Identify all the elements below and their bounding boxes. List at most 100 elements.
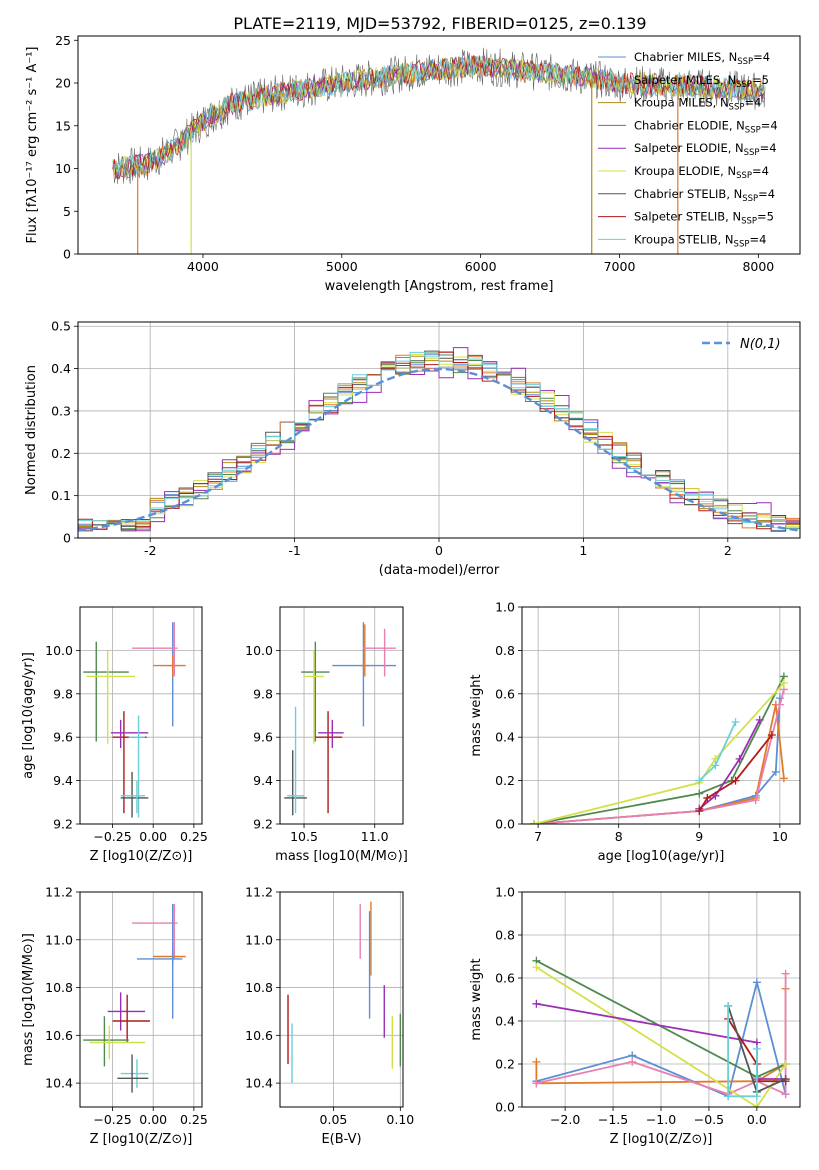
- age_weight-series-chabrier_miles: [534, 698, 781, 824]
- spectrum-legend-label: Salpeter STELIB, NSSP=5: [634, 210, 774, 227]
- Z_weight-ylabel: mass weight: [469, 958, 484, 1040]
- Z_weight-ytick-label: 0.2: [495, 1057, 515, 1072]
- Z_weight-xtick-label: −1.0: [646, 1112, 676, 1127]
- Z_weight-marker: [752, 978, 761, 987]
- ebv_mass-xlabel: E(B-V): [321, 1132, 361, 1147]
- residuals-ytick-label: 0.2: [51, 446, 71, 461]
- spectrum-xtick-label: 4000: [187, 259, 219, 274]
- age_weight-ytick-label: 0.4: [495, 730, 515, 745]
- Z_age-xlabel: Z [log10(Z/Z⊙)]: [90, 849, 193, 864]
- age_weight-xtick-label: 7: [534, 829, 542, 844]
- Z_weight-xtick-label: −2.0: [550, 1112, 580, 1127]
- age_weight-marker: [767, 731, 776, 740]
- Z_age-ylabel: age [log10(age/yr)]: [21, 652, 36, 779]
- Z_weight-ytick-label: 0.4: [495, 1014, 515, 1029]
- Z_weight-marker: [752, 1044, 761, 1053]
- residual-histogram-chabrier_stelib: [78, 350, 800, 532]
- residuals-ytick-label: 0: [63, 531, 71, 546]
- Z_age-plot-area: [80, 607, 202, 824]
- Z_age-xtick-label: 0.25: [180, 829, 208, 844]
- age_weight-marker: [735, 754, 744, 763]
- mass_age-ytick-label: 9.2: [253, 817, 273, 832]
- mass_age-ytick-label: 9.8: [253, 686, 273, 701]
- residuals-xtick-label: 2: [724, 543, 732, 558]
- age_weight-frame: [521, 606, 801, 825]
- spectrum-legend-label: Kroupa STELIB, NSSP=4: [634, 232, 766, 249]
- Z_weight-ytick-label: 1.0: [495, 885, 515, 900]
- Z_age-ytick-label: 9.6: [53, 730, 73, 745]
- spectrum-legend-label: Chabrier STELIB, NSSP=4: [634, 187, 775, 204]
- mass_age-ytick-label: 10.0: [245, 643, 273, 658]
- spectrum-xtick-label: 5000: [326, 259, 358, 274]
- Z_age-ytick-label: 10.0: [45, 643, 73, 658]
- spectrum-ytick-label: 15: [55, 118, 71, 133]
- Z_weight-marker: [781, 1075, 790, 1084]
- spectrum-ylabel: Flux [fλ10⁻¹⁷ erg cm⁻² s⁻¹ A⁻¹]: [25, 47, 40, 244]
- ebv_mass-ytick-label: 10.6: [245, 1028, 273, 1043]
- residuals-xtick-label: 0: [435, 543, 443, 558]
- age_weight-marker: [771, 767, 780, 776]
- spectrum-ytick-label: 10: [55, 161, 71, 176]
- residuals-ylabel: Normed distribution: [24, 365, 39, 495]
- age_weight-series-chabrier_elodie: [533, 675, 785, 824]
- Z_weight-frame: [521, 891, 801, 1108]
- Z_weight-marker: [724, 1092, 733, 1101]
- ebv_mass-plot-area: [280, 892, 403, 1107]
- Z_age-ytick-label: 9.8: [53, 686, 73, 701]
- Z_weight-plot-area: [522, 892, 800, 1107]
- Z_weight-series-kroupa_stelib: [727, 1006, 758, 1098]
- age_weight-ylabel: mass weight: [469, 674, 484, 756]
- age_weight-marker: [731, 718, 740, 727]
- Z_weight-xtick-label: −0.5: [694, 1112, 724, 1127]
- age_weight-xtick-label: 10: [772, 829, 788, 844]
- spectrum-xtick-label: 8000: [742, 259, 774, 274]
- Z_weight-series-pink: [536, 973, 787, 1096]
- spectrum-legend-label: Kroupa ELODIE, NSSP=4: [634, 164, 769, 181]
- ebv_mass-ytick-label: 11.2: [245, 885, 273, 900]
- age_weight-series-salpeter_miles: [534, 704, 785, 824]
- figure-title: PLATE=2119, MJD=53792, FIBERID=0125, z=0…: [233, 14, 646, 33]
- mass_age-ytick-label: 9.4: [253, 773, 273, 788]
- age_weight-marker: [695, 776, 704, 785]
- age_weight-ytick-label: 0.0: [495, 817, 515, 832]
- age_weight-xlabel: age [log10(age/yr)]: [598, 849, 725, 864]
- age_weight-ytick-label: 0.2: [495, 773, 515, 788]
- Z_mass-xlabel: Z [log10(Z/Z⊙)]: [90, 1132, 193, 1147]
- age_weight-marker: [530, 820, 539, 824]
- age_weight-marker: [711, 761, 720, 770]
- age_weight-ytick-label: 0.8: [495, 643, 515, 658]
- age_weight-xtick-label: 9: [695, 829, 703, 844]
- mass_age-xlabel: mass [log10(M/M⊙)]: [275, 849, 408, 864]
- age_weight-marker: [695, 789, 704, 798]
- spectrum-plot-area: [112, 47, 766, 254]
- gaussian-curve: [78, 367, 800, 532]
- age_weight-marker: [755, 715, 764, 724]
- residual-histogram-salpeter_elodie: [78, 347, 800, 532]
- age_weight-marker: [695, 806, 704, 815]
- spectrum-legend-label: Salpeter ELODIE, NSSP=4: [634, 141, 777, 158]
- spectrum-series-salpeter_elodie: [112, 55, 765, 179]
- spectrum-xlabel: wavelength [Angstrom, rest frame]: [325, 279, 554, 294]
- Z_weight-xtick-label: −1.5: [598, 1112, 628, 1127]
- residuals-plot-area: [78, 322, 800, 538]
- spectrum-series-kroupa_stelib: [112, 55, 765, 178]
- Z_weight-ytick-label: 0.0: [495, 1100, 515, 1115]
- age_weight-marker: [775, 700, 784, 709]
- spectrum-xtick-label: 6000: [465, 259, 497, 274]
- Z_weight-marker: [781, 1060, 790, 1068]
- Z_age-ytick-label: 9.4: [53, 773, 73, 788]
- residuals-xtick-label: -2: [144, 543, 156, 558]
- age_weight-series-salpeter_elodie: [698, 719, 761, 810]
- Z_weight-xlabel: Z [log10(Z/Z⊙)]: [610, 1132, 713, 1147]
- gaussian-legend-label: N(0,1): [740, 337, 781, 352]
- mass_age-frame: [279, 606, 404, 825]
- Z_age-ytick-label: 9.2: [53, 817, 73, 832]
- ebv_mass-frame: [279, 891, 404, 1108]
- age_weight-ytick-label: 0.6: [495, 686, 515, 701]
- Z_weight-ytick-label: 0.6: [495, 971, 515, 986]
- Z_weight-marker: [628, 1057, 637, 1066]
- Z_mass-plot-area: [80, 892, 202, 1107]
- residuals-xtick-label: -1: [288, 543, 300, 558]
- Z_weight-marker: [532, 1057, 541, 1066]
- residuals-ytick-label: 0.1: [51, 488, 71, 503]
